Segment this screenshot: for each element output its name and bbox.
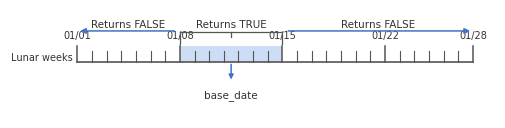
Text: 01/01: 01/01	[64, 31, 91, 41]
Text: Lunar weeks: Lunar weeks	[11, 53, 73, 63]
Text: Returns TRUE: Returns TRUE	[196, 20, 267, 30]
Text: 01/08: 01/08	[166, 31, 194, 41]
Bar	[180, 46, 282, 62]
Text: Returns FALSE: Returns FALSE	[340, 20, 415, 30]
Text: Returns FALSE: Returns FALSE	[91, 20, 166, 30]
Text: base_date: base_date	[205, 90, 258, 101]
Text: 01/28: 01/28	[459, 31, 487, 41]
Text: 01/15: 01/15	[269, 31, 296, 41]
Text: 01/22: 01/22	[371, 31, 399, 41]
